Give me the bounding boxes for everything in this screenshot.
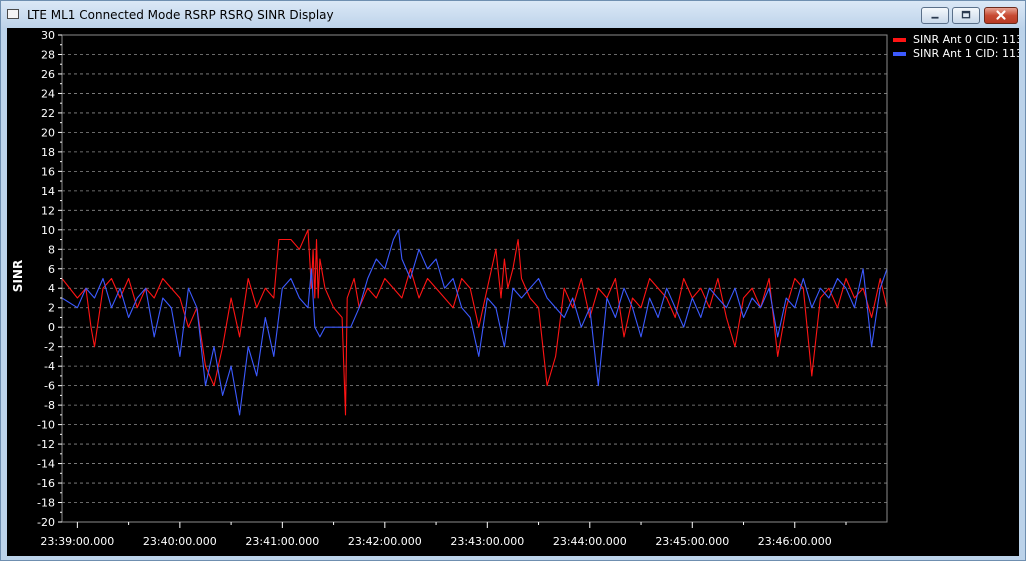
y-tick-label: -6	[44, 380, 55, 393]
sinr-chart: SINR 302826242220181614121086420-2-4-6-8…	[11, 29, 1019, 548]
x-tick-label: 23:43:00.000	[450, 535, 524, 548]
y-tick-label: 10	[41, 224, 55, 237]
chart-axes: SINR 302826242220181614121086420-2-4-6-8…	[11, 29, 888, 548]
x-tick-label: 23:46:00.000	[758, 535, 832, 548]
y-tick-label: 0	[48, 321, 55, 334]
maximize-button[interactable]	[952, 7, 980, 24]
x-tick-label: 23:39:00.000	[40, 535, 114, 548]
series-line-ant-0	[61, 229, 888, 416]
x-tick-label: 23:44:00.000	[553, 535, 627, 548]
legend-label: SINR Ant 1 CID: 113	[913, 47, 1019, 60]
y-tick-label: -2	[44, 341, 55, 354]
y-tick-label: 12	[41, 204, 55, 217]
minimize-button[interactable]	[921, 7, 949, 24]
maximize-icon	[961, 10, 971, 19]
y-tick-label: 6	[48, 263, 55, 276]
y-tick-label: 30	[41, 29, 55, 42]
y-tick-label: -18	[37, 497, 55, 510]
y-axis-label: SINR	[11, 260, 25, 292]
x-tick-label: 23:45:00.000	[655, 535, 729, 548]
plot-frame	[61, 34, 888, 523]
window-title: LTE ML1 Connected Mode RSRP RSRQ SINR Di…	[27, 8, 334, 22]
close-button[interactable]	[984, 7, 1018, 24]
y-tick-label: 18	[41, 146, 55, 159]
y-tick-label: -16	[37, 477, 55, 490]
y-tick-label: -8	[44, 399, 55, 412]
y-tick-label: -10	[37, 419, 55, 432]
y-tick-label: -12	[37, 438, 55, 451]
x-tick-label: 23:40:00.000	[143, 535, 217, 548]
y-tick-label: 28	[41, 48, 55, 61]
app-window-icon[interactable]	[7, 9, 19, 19]
legend-swatch	[893, 38, 906, 42]
series-line-ant-1	[61, 229, 888, 416]
x-tick-label: 23:41:00.000	[245, 535, 319, 548]
y-tick-label: 2	[48, 302, 55, 315]
y-tick-label: 16	[41, 165, 55, 178]
title-bar[interactable]: LTE ML1 Connected Mode RSRP RSRQ SINR Di…	[1, 1, 1025, 28]
chart-area: SINR 30 28 26 24 22 20 18 16 14 12 10 8 6 4 2 0 -2 -4 -6 -8…	[7, 28, 1019, 556]
y-tick-label: 14	[41, 185, 55, 198]
y-tick-label: -14	[37, 458, 55, 471]
legend-swatch	[893, 52, 906, 56]
x-tick-label: 23:42:00.000	[348, 535, 422, 548]
close-icon	[996, 10, 1006, 20]
y-tick-label: 20	[41, 126, 55, 139]
y-tick-label: -20	[37, 516, 55, 529]
grid-lines	[62, 54, 887, 503]
y-tick-label: 8	[48, 243, 55, 256]
y-tick-label: 4	[48, 282, 55, 295]
y-tick-label: 24	[41, 87, 55, 100]
series-lines	[61, 229, 888, 416]
y-tick-label: -4	[44, 360, 55, 373]
y-tick-label: 22	[41, 107, 55, 120]
minimize-icon	[931, 16, 939, 19]
legend-label: SINR Ant 0 CID: 113	[913, 33, 1019, 46]
y-tick-label: 26	[41, 68, 55, 81]
